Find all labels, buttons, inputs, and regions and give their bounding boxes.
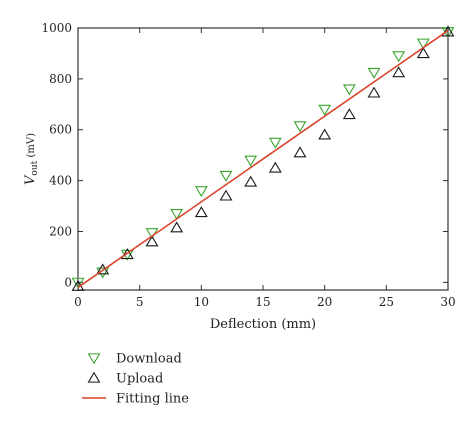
x-tick-label: 25 [379,295,394,309]
download-point [170,209,184,220]
upload-point [219,189,233,201]
y-tick-label: 400 [49,174,72,188]
legend: Download Upload Fitting line [82,352,189,407]
download-point [71,277,85,289]
upload-point [441,25,455,37]
y-tick-label: 800 [49,72,72,86]
axis-ticks: 0 5 10 15 20 25 30 0 200 400 600 800 1000 [41,21,455,309]
legend-label: Upload [116,372,163,387]
upload-point [244,175,258,187]
download-point [268,137,282,149]
x-tick-label: 20 [317,295,332,309]
download-point [219,170,233,182]
upload-point [342,108,356,120]
upload-point [367,86,381,98]
x-axis-label: Deflection (mm) [210,317,316,332]
legend-download-marker [87,353,101,365]
y-tick-label: 1000 [41,21,72,35]
upload-point [318,128,332,140]
download-point [194,186,208,198]
y-axis-label-sub: out [30,160,40,175]
download-point [318,104,332,116]
x-tick-label: 5 [136,295,144,309]
download-point [342,84,356,96]
legend-label: Download [116,352,182,367]
upload-point [416,47,430,59]
upload-point [145,235,159,247]
upload-point [120,248,134,260]
y-axis-label: Vout (mV) [23,133,40,185]
x-tick-label: 30 [440,295,455,309]
y-axis-label-unit: (mV) [26,133,37,161]
y-tick-label: 200 [49,224,72,238]
download-point [367,67,381,79]
legend-upload-marker [87,371,101,383]
download-point [416,38,430,50]
download-point [293,121,307,133]
upload-point [392,66,406,78]
download-point [392,51,406,63]
fitting-line [77,29,449,289]
x-tick-label: 0 [74,295,82,309]
download-point [244,155,258,167]
upload-point [293,146,307,158]
upload-point [268,161,282,173]
y-axis-label-main: V [23,174,38,185]
upload-point [194,206,208,218]
legend-label: Fitting line [116,392,189,407]
x-tick-label: 15 [255,295,270,309]
y-tick-label: 0 [64,275,72,289]
upload-point [170,221,184,233]
data-marks [71,25,455,291]
y-tick-label: 600 [49,123,72,137]
x-tick-label: 10 [194,295,209,309]
